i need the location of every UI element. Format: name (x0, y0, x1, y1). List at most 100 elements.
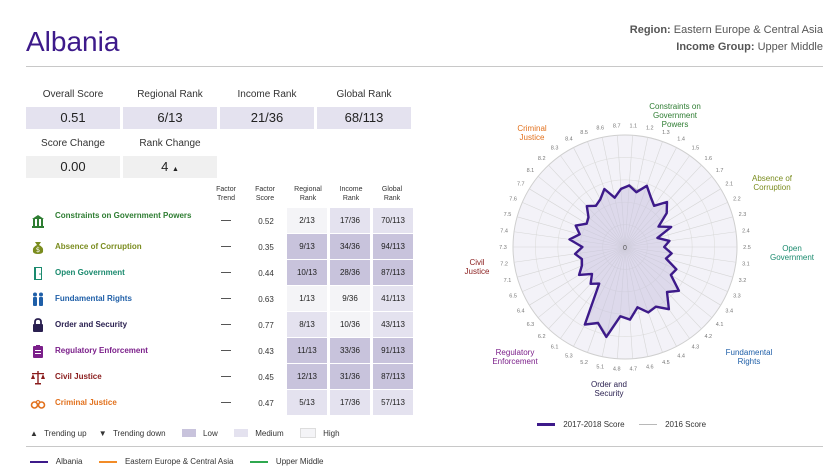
spoke-label: 7.1 (504, 278, 512, 284)
spoke-label: 6.5 (509, 294, 517, 300)
factor-row[interactable]: Order and Security 0.77 8/13 10/36 43/113 (26, 312, 416, 338)
factor-name[interactable]: Constraints on Government Powers (55, 211, 192, 220)
trend-level-legend: ▲ Trending up ▼ Trending down Low Medium… (30, 428, 340, 438)
money-bag-icon: $ (30, 239, 46, 255)
radar-chart: 0 1.1 1.2 1.3 1.4 1.5 1.6 1.7 2.1 2.2 2.3 2.4 2.5 3.1… (465, 102, 815, 398)
factor-row[interactable]: Regulatory Enforcement 0.43 11/13 33/36 91/1… (26, 338, 416, 364)
factor-name[interactable]: Absence of Corruption (55, 242, 142, 251)
trending-down-label: Trending down (112, 428, 166, 438)
factor-name[interactable]: Order and Security (55, 320, 128, 329)
spoke-label: 8.4 (565, 137, 573, 143)
trending-up-label: Trending up (44, 428, 87, 438)
income-rank-cell: 34/36 (330, 234, 370, 259)
low-swatch (181, 429, 196, 437)
global-rank-cell: 87/113 (373, 260, 413, 285)
spoke-label: 5.3 (565, 353, 573, 359)
factor-name[interactable]: Civil Justice (55, 372, 102, 381)
people-icon (30, 291, 46, 307)
factor-name[interactable]: Criminal Justice (55, 398, 117, 407)
factor-name[interactable]: Fundamental Rights (55, 294, 132, 303)
spoke-label: 8.5 (580, 130, 588, 136)
spoke-label: 4.4 (677, 353, 685, 359)
factor-row[interactable]: Criminal Justice 0.47 5/13 17/36 57/113 (26, 390, 416, 416)
income-rank-cell: 10/36 (330, 312, 370, 337)
region-value: Eastern Europe & Central Asia (673, 24, 823, 36)
factor-row[interactable]: Civil Justice 0.45 12/13 31/36 87/113 (26, 364, 416, 390)
spoke-label: 1.6 (704, 156, 712, 162)
region-label: Region: (629, 24, 671, 36)
factor-row[interactable]: Constraints on Government Powers 0.52 2/13… (26, 208, 416, 234)
overall-score-value: 0.51 (26, 107, 120, 129)
factor-score: 0.45 (258, 373, 274, 382)
spoke-label: 5.2 (580, 360, 588, 366)
income-rank-cell: 31/36 (330, 364, 370, 389)
factor-axis-label: Regulatory Enforcement (492, 348, 538, 366)
global-rank-cell: 41/113 (373, 286, 413, 311)
spoke-label: 8.2 (538, 156, 546, 162)
spoke-label: 8.6 (596, 126, 604, 132)
handcuffs-icon (30, 395, 46, 411)
high-label: High (323, 428, 340, 438)
albania-legend-label[interactable]: Albania (55, 457, 83, 466)
income-label: Income Group: (676, 41, 755, 53)
series-2017-label: 2017-2018 Score (563, 420, 625, 429)
series-2016-swatch (638, 424, 657, 426)
income-rank-cell: 9/36 (330, 286, 370, 311)
spoke-label: 2.5 (743, 245, 751, 251)
factor-score: 0.63 (258, 295, 274, 304)
medium-swatch (233, 429, 248, 437)
regional-rank-cell: 11/13 (287, 338, 327, 363)
spoke-label: 3.3 (733, 294, 741, 300)
rank-change-label: Rank Change (139, 138, 201, 149)
lock-icon (30, 317, 46, 333)
factor-trend (221, 376, 231, 377)
col-factor-trend: Factor Trend (216, 186, 236, 202)
factor-axis-label: Fundamental Rights (726, 348, 773, 366)
factor-row[interactable]: Fundamental Rights 0.63 1/13 9/36 41/113 (26, 286, 416, 312)
overall-score-label: Overall Score (42, 89, 104, 100)
spoke-label: 7.3 (499, 245, 507, 251)
spoke-label: 4.3 (692, 345, 700, 351)
factor-score: 0.44 (258, 269, 274, 278)
factor-score: 0.52 (258, 217, 274, 226)
regional-rank-cell: 10/13 (287, 260, 327, 285)
factor-trend (221, 220, 231, 221)
income-rank-cell: 17/36 (330, 208, 370, 233)
clipboard-icon (30, 343, 46, 359)
factor-row[interactable]: $ Absence of Corruption 0.35 9/13 34/36 94/11… (26, 234, 416, 260)
svg-text:$: $ (36, 246, 40, 254)
series-2017-polygon (568, 184, 681, 339)
region-legend-label[interactable]: Eastern Europe & Central Asia (124, 457, 234, 466)
spoke-label: 1.5 (692, 145, 700, 151)
factor-score: 0.35 (258, 243, 274, 252)
spoke-label: 4.2 (704, 334, 712, 340)
factor-row[interactable]: Open Government 0.44 10/13 28/36 87/113 (26, 260, 416, 286)
spoke-label: 8.7 (613, 123, 621, 129)
regional-rank-cell: 1/13 (287, 286, 327, 311)
regional-rank-cell: 2/13 (287, 208, 327, 233)
factor-score: 0.47 (258, 399, 274, 408)
income-rank-cell: 33/36 (330, 338, 370, 363)
factor-axis-label: Constraints on Government Powers (649, 102, 701, 129)
factor-axis-label: Criminal Justice (517, 124, 547, 142)
spoke-label: 7.5 (504, 212, 512, 218)
regional-rank-cell: 8/13 (287, 312, 327, 337)
factor-score: 0.77 (258, 321, 274, 330)
factor-name[interactable]: Regulatory Enforcement (55, 346, 148, 355)
medium-label: Medium (255, 428, 284, 438)
factor-axis-label: Absence of Corruption (752, 174, 793, 192)
spoke-label: 4.5 (662, 360, 670, 366)
scales-icon (30, 369, 46, 385)
global-rank-value: 68/113 (317, 107, 411, 129)
spoke-label: 6.4 (517, 308, 525, 314)
factor-name[interactable]: Open Government (55, 268, 125, 277)
regional-rank-label: Regional Rank (137, 89, 203, 100)
spoke-label: 4.7 (629, 367, 637, 373)
spoke-label: 3.2 (739, 278, 747, 284)
factor-trend (221, 272, 231, 273)
factor-trend (221, 324, 231, 325)
income-legend-label[interactable]: Upper Middle (275, 457, 324, 466)
global-rank-cell: 43/113 (373, 312, 413, 337)
spoke-label: 1.2 (646, 126, 654, 132)
factor-axis-label: Open Government (770, 244, 815, 262)
